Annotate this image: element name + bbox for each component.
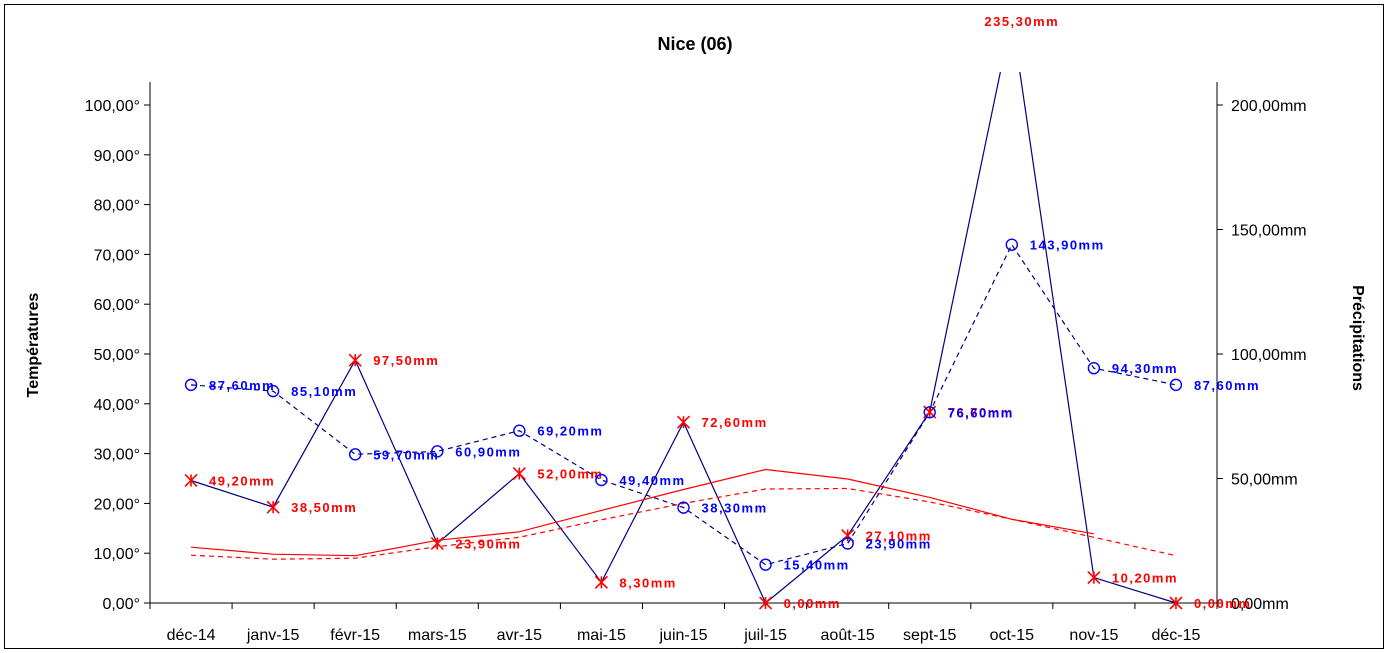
data-label: 72,60mm (702, 415, 768, 430)
data-point-marker (1005, 238, 1019, 251)
data-label: 49,40mm (619, 473, 685, 488)
x-tick-label: juil-15 (743, 627, 787, 644)
x-tick-label: déc-15 (1152, 627, 1201, 644)
x-tick-label: avr-15 (497, 627, 542, 644)
data-label: 76,70mm (948, 405, 1014, 420)
y-right-tick-label: 200,00mm (1231, 98, 1307, 115)
x-tick-label: févr-15 (330, 627, 380, 644)
data-label: 59,70mm (373, 447, 439, 462)
x-tick-label: oct-15 (990, 627, 1035, 644)
x-tick-label: juin-15 (658, 627, 707, 644)
chart-title: Nice (06) (657, 34, 733, 54)
data-label: 85,10mm (291, 384, 357, 399)
y-right-tick-label: 50,00mm (1231, 472, 1298, 489)
data-point-marker (431, 445, 444, 458)
series-line-2 (190, 468, 1095, 557)
data-label: 15,40mm (784, 558, 850, 573)
data-label: 235,30mm (984, 14, 1059, 29)
x-tick-label: mars-15 (408, 627, 467, 644)
x-tick-label: mai-15 (577, 627, 626, 644)
data-point-marker (184, 378, 198, 392)
data-label: 69,20mm (537, 424, 603, 439)
data-label: 38,50mm (291, 500, 357, 515)
data-label: 94,30mm (1112, 361, 1178, 376)
data-label: 0,00mm (784, 596, 841, 611)
y-left-tick-label: 90,00° (94, 148, 140, 165)
x-tick-label: nov-15 (1069, 627, 1118, 644)
data-point-marker (923, 406, 936, 419)
x-tick-label: déc-14 (167, 627, 216, 644)
y-right-tick-label: 150,00mm (1231, 223, 1307, 240)
data-label: 27,10mm (866, 529, 932, 544)
data-label: 143,90mm (1030, 238, 1105, 253)
chart-frame (4, 4, 1384, 649)
y-right-tick-label: 100,00mm (1231, 347, 1307, 364)
y-left-tick-label: 10,00° (94, 546, 140, 563)
data-label: 60,90mm (455, 444, 521, 459)
series-line-3 (190, 487, 1177, 560)
data-label: 0,00mm (1194, 596, 1251, 611)
y-right-tick-label: 0,00mm (1231, 596, 1289, 613)
data-point-marker (1087, 361, 1101, 375)
y-left-tick-label: 60,00° (94, 297, 140, 314)
data-label: 52,00mm (537, 467, 603, 482)
y-left-tick-label: 20,00° (94, 496, 140, 513)
data-label: 97,50mm (373, 353, 439, 368)
data-point-marker (595, 473, 608, 487)
data-point-marker (841, 537, 854, 550)
data-label: 87,60mm (209, 378, 275, 393)
data-point-marker (759, 558, 772, 571)
x-tick-label: janv-15 (246, 627, 300, 644)
data-point-marker (513, 424, 526, 437)
data-label: 76,60mm (948, 405, 1014, 420)
x-tick-label: août-15 (821, 627, 875, 644)
data-label: 38,30mm (702, 501, 768, 516)
y-left-tick-label: 70,00° (94, 247, 140, 264)
data-point-marker (677, 501, 690, 514)
data-point-marker (1169, 378, 1183, 392)
y-left-tick-label: 100,00° (85, 98, 140, 115)
data-point-marker (266, 384, 280, 398)
y-left-tick-label: 40,00° (94, 397, 140, 414)
data-label: 49,20mm (209, 473, 275, 488)
data-label: 10,20mm (1112, 571, 1178, 586)
series-line-1 (190, 243, 1177, 566)
y-left-tick-label: 80,00° (94, 198, 140, 215)
y-left-tick-label: 0,00° (102, 596, 140, 613)
x-tick-label: sept-15 (903, 627, 956, 644)
data-label: 8,30mm (619, 575, 676, 590)
data-label: 23,90mm (455, 536, 521, 551)
y-left-tick-label: 50,00° (94, 347, 140, 364)
data-label: 23,90mm (866, 536, 932, 551)
data-point-marker (348, 448, 362, 461)
data-label: 87,60mm (1194, 378, 1260, 393)
y-left-tick-label: 30,00° (94, 447, 140, 464)
